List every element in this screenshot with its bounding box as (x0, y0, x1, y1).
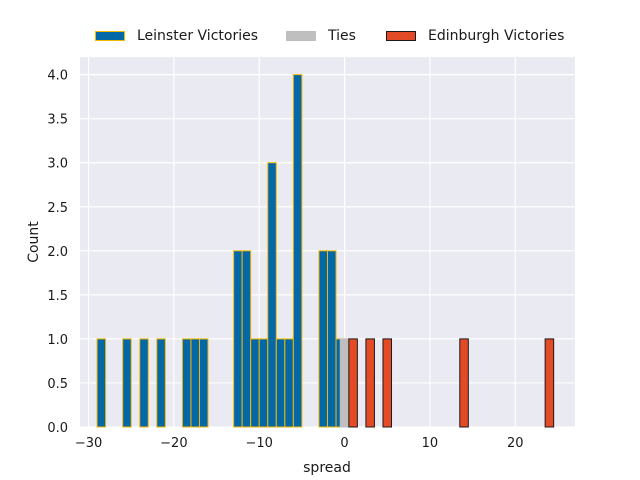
y-tick-label: 1.0 (47, 333, 68, 348)
x-axis-label: spread (303, 460, 351, 476)
bar-leinster (190, 338, 200, 428)
y-tick-label: 2.5 (47, 201, 68, 216)
legend-item-ties: Ties (286, 26, 356, 46)
bar-leinster (327, 250, 337, 428)
x-tick-label: 20 (507, 436, 524, 451)
bar-leinster (275, 338, 286, 428)
y-tick-label: 3.0 (47, 157, 68, 172)
legend-label-edinburgh: Edinburgh Victories (428, 28, 565, 44)
bar-edinburgh (382, 338, 393, 428)
x-tick-label: 10 (422, 436, 439, 451)
bar-leinster (267, 162, 277, 428)
bars-group (96, 74, 555, 428)
y-tick-labels: 0.0 0.5 1.0 1.5 2.0 2.5 3.0 3.5 4.0 (47, 69, 68, 436)
x-tick-label: −20 (160, 436, 187, 451)
x-tick-label: 0 (340, 436, 348, 451)
bar-edinburgh (348, 338, 358, 428)
y-tick-label: 1.5 (47, 289, 68, 304)
bar-leinster (96, 338, 107, 428)
x-tick-labels: −30 −20 −10 0 10 20 (75, 436, 524, 451)
bar-edinburgh (459, 338, 469, 428)
y-tick-label: 2.0 (47, 245, 68, 260)
bar-leinster (156, 338, 166, 428)
bar-leinster (250, 338, 260, 428)
x-tick-label: −30 (75, 436, 102, 451)
bar-leinster (198, 338, 209, 428)
y-tick-label: 3.5 (47, 113, 68, 128)
bar-leinster (139, 338, 149, 428)
x-tick-label: −10 (246, 436, 273, 451)
bar-leinster (122, 338, 132, 428)
y-tick-label: 0.5 (47, 377, 68, 392)
bar-edinburgh (365, 338, 375, 428)
bar-ties (339, 338, 350, 428)
y-axis-label: Count (26, 221, 42, 263)
bar-leinster (284, 338, 294, 428)
legend-swatch-leinster (95, 31, 125, 41)
y-tick-label: 0.0 (47, 421, 68, 436)
bar-leinster (181, 338, 192, 428)
y-tick-label: 4.0 (47, 69, 68, 84)
legend-item-leinster: Leinster Victories (95, 26, 258, 46)
bar-leinster (292, 74, 303, 428)
bar-leinster (233, 250, 243, 428)
bar-edinburgh (544, 338, 555, 428)
legend: Leinster Victories Ties Edinburgh Victor… (0, 26, 640, 46)
legend-swatch-edinburgh (386, 31, 416, 41)
legend-label-leinster: Leinster Victories (137, 28, 258, 44)
bar-leinster (258, 338, 269, 428)
legend-item-edinburgh: Edinburgh Victories (386, 26, 564, 46)
legend-swatch-ties (286, 31, 316, 41)
bar-leinster (318, 250, 328, 428)
legend-label-ties: Ties (328, 28, 356, 44)
bar-leinster (241, 250, 252, 428)
